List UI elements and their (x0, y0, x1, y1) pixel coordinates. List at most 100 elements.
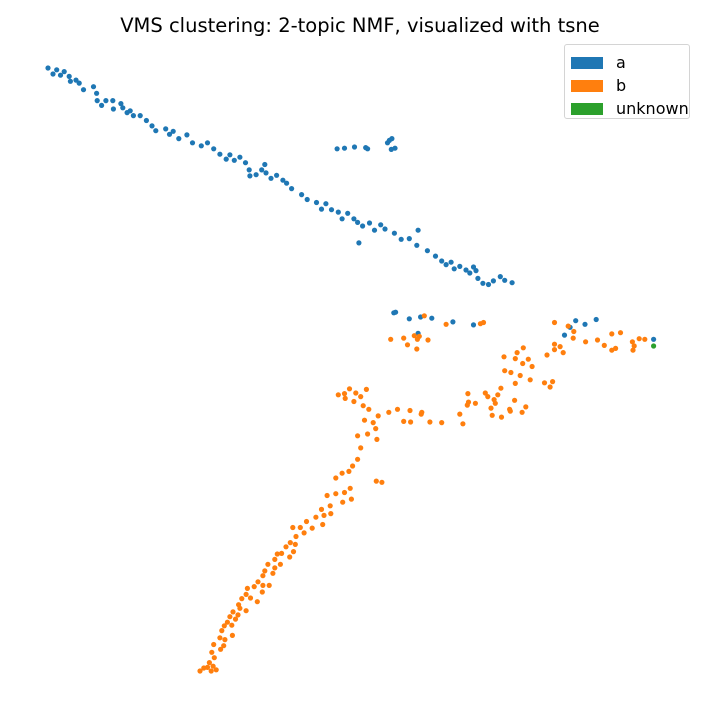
point-a-42 (247, 173, 253, 179)
point-b-163 (206, 660, 212, 666)
point-b-150 (224, 619, 230, 625)
point-a-30 (184, 132, 190, 138)
point-a-63 (360, 223, 366, 229)
point-a-12 (94, 98, 100, 104)
point-a-1 (50, 71, 56, 77)
point-b-129 (265, 561, 271, 567)
point-b-106 (324, 492, 330, 499)
point-b-152 (221, 623, 227, 629)
point-a-45 (262, 161, 268, 168)
point-b-72 (353, 390, 359, 396)
point-a-100 (392, 145, 398, 151)
point-b-43 (508, 369, 514, 376)
point-a-27 (166, 131, 173, 137)
point-a-62 (355, 219, 361, 225)
point-b-105 (348, 496, 354, 502)
point-b-101 (373, 478, 379, 484)
point-a-25 (153, 128, 159, 134)
point-b-159 (211, 641, 217, 648)
point-a-80 (463, 267, 469, 273)
point-a-11 (94, 90, 100, 96)
point-a-22 (137, 113, 143, 119)
point-b-40 (551, 347, 558, 353)
point-a-34 (211, 146, 217, 152)
point-a-36 (223, 156, 229, 162)
point-b-142 (254, 599, 260, 605)
point-b-59 (465, 391, 471, 397)
point-b-11 (414, 346, 420, 352)
point-a-18 (120, 105, 126, 111)
point-a-69 (398, 236, 404, 242)
point-a-40 (242, 160, 249, 166)
point-a-26 (163, 126, 169, 132)
legend-item-a: a (571, 51, 689, 74)
point-a-88 (497, 274, 503, 280)
point-b-26 (636, 336, 642, 342)
point-a-32 (198, 143, 204, 149)
point-a-72 (415, 227, 421, 233)
point-b-118 (290, 524, 296, 531)
point-b-57 (498, 414, 505, 420)
point-b-37 (517, 372, 523, 379)
point-a-91 (334, 146, 340, 152)
point-b-88 (427, 419, 433, 425)
point-b-87 (408, 419, 414, 425)
point-b-81 (386, 409, 392, 415)
point-b-168 (197, 668, 203, 674)
point-a-10 (90, 84, 97, 90)
point-b-46 (547, 384, 553, 390)
point-b-160 (218, 646, 224, 652)
point-b-55 (519, 409, 525, 415)
point-b-151 (232, 616, 239, 622)
point-b-97 (346, 468, 352, 474)
point-a-68 (391, 230, 397, 236)
point-a-49 (280, 177, 286, 183)
point-b-29 (631, 343, 637, 349)
point-a-81 (467, 270, 473, 276)
point-b-145 (237, 605, 243, 611)
point-a-31 (189, 140, 196, 146)
point-b-78 (370, 420, 376, 426)
point-b-15 (570, 335, 576, 341)
point-b-121 (292, 541, 298, 548)
point-b-156 (222, 637, 228, 643)
point-b-8 (416, 333, 422, 339)
point-b-13 (565, 323, 571, 329)
point-a-8 (76, 80, 82, 86)
point-a-113 (593, 316, 599, 323)
point-a-46 (263, 170, 269, 176)
point-a-89 (502, 277, 508, 283)
point-b-70 (346, 386, 353, 392)
point-b-140 (243, 591, 249, 598)
point-b-166 (208, 668, 214, 674)
point-b-139 (259, 589, 265, 595)
point-b-102 (379, 479, 385, 485)
point-b-66 (457, 411, 463, 417)
point-b-36 (529, 363, 535, 370)
point-a-13 (99, 102, 105, 108)
point-a-44 (259, 167, 265, 173)
point-b-3 (480, 319, 487, 326)
point-a-114 (561, 332, 568, 338)
point-b-137 (266, 582, 272, 589)
legend-label: unknown (616, 99, 689, 118)
point-b-1 (443, 321, 449, 327)
point-b-133 (260, 573, 266, 579)
point-a-85 (480, 280, 486, 286)
point-b-116 (297, 524, 303, 531)
point-b-112 (313, 514, 319, 520)
point-b-124 (279, 550, 285, 557)
point-a-70 (406, 236, 412, 242)
point-a-16 (110, 106, 116, 112)
point-b-113 (320, 521, 326, 528)
point-b-96 (350, 463, 356, 469)
point-b-120 (287, 540, 293, 546)
point-a-47 (268, 175, 274, 181)
point-a-6 (67, 78, 73, 84)
legend-swatch (571, 102, 603, 115)
point-a-71 (414, 242, 420, 248)
point-a-14 (103, 98, 109, 104)
point-b-161 (209, 649, 215, 655)
point-b-135 (260, 582, 266, 589)
point-b-39 (544, 352, 550, 358)
